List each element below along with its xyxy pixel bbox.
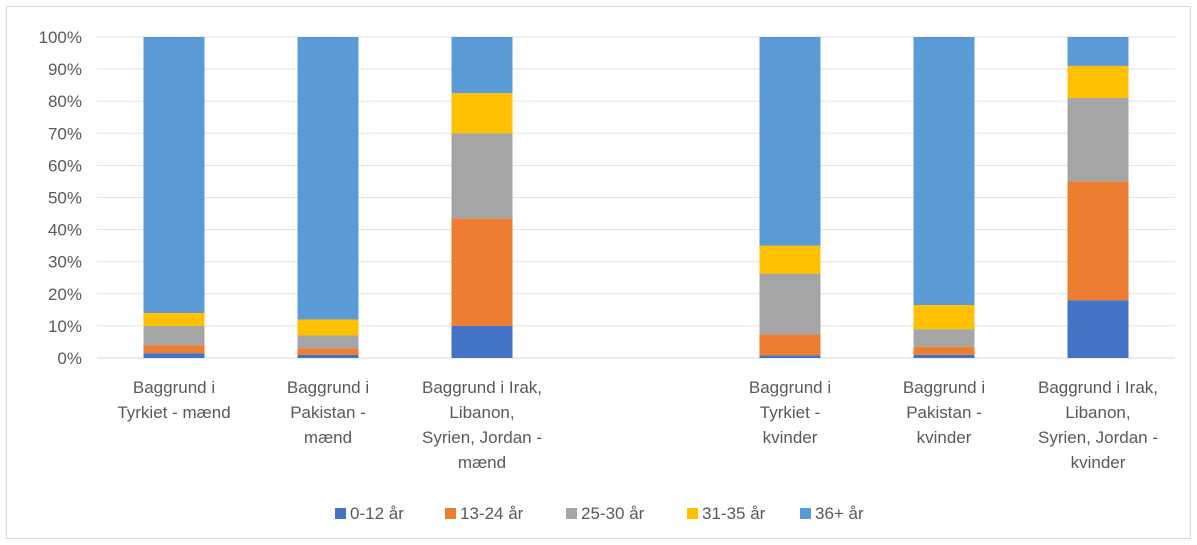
bar-segment-0-12-r xyxy=(143,353,205,358)
y-tick-label: 80% xyxy=(48,92,82,111)
legend-swatch xyxy=(566,508,577,519)
x-category-label: Baggrund i Irak, xyxy=(1038,378,1158,397)
legend-label: 13-24 år xyxy=(460,504,524,523)
y-tick-label: 70% xyxy=(48,124,82,143)
bar-segment-31-35-r xyxy=(297,319,359,336)
bar-segment-13-24-r xyxy=(1067,181,1129,301)
x-category-label: Libanon, xyxy=(1065,403,1130,422)
bar-segment-25-30-r xyxy=(1067,97,1129,182)
y-tick-label: 10% xyxy=(48,317,82,336)
bar-segment-31-35-r xyxy=(759,245,821,274)
bar-segment-13-24-r xyxy=(451,218,513,326)
y-tick-label: 30% xyxy=(48,253,82,272)
x-category-label: Syrien, Jordan - xyxy=(422,428,542,447)
gridlines xyxy=(97,36,1175,359)
legend-label: 25-30 år xyxy=(581,504,645,523)
legend-label: 31-35 år xyxy=(702,504,766,523)
bar-segment-25-30-r xyxy=(297,335,359,349)
x-category-label: Tyrkiet - xyxy=(760,403,820,422)
bar-segment-0-12-r xyxy=(451,325,513,358)
x-category-label: kvinder xyxy=(1071,453,1126,472)
bar-segment-31-35-r xyxy=(451,93,513,134)
x-category-label: Pakistan - xyxy=(290,403,366,422)
legend-label: 36+ år xyxy=(815,504,864,523)
y-tick-label: 0% xyxy=(57,349,82,368)
bar-segment-36-r xyxy=(451,37,513,94)
bar-segment-36-r xyxy=(759,37,821,246)
bar-segment-25-30-r xyxy=(913,329,975,347)
y-tick-label: 100% xyxy=(39,28,82,47)
bars xyxy=(143,37,1129,358)
bar-segment-36-r xyxy=(913,37,975,306)
x-category-label: Pakistan - xyxy=(906,403,982,422)
bar-segment-31-35-r xyxy=(913,305,975,330)
bar-segment-13-24-r xyxy=(143,345,205,354)
x-category-label: mænd xyxy=(458,453,506,472)
x-category-label: Syrien, Jordan - xyxy=(1038,428,1158,447)
y-tick-label: 20% xyxy=(48,285,82,304)
bar-segment-25-30-r xyxy=(143,325,205,346)
legend-swatch xyxy=(687,508,698,519)
x-axis: Baggrund i Tyrkiet - mænd Baggrund i Pakist… xyxy=(117,378,1158,472)
bar-segment-31-35-r xyxy=(143,313,205,326)
x-category-label: Baggrund i xyxy=(749,378,831,397)
bar-segment-0-12-r xyxy=(759,355,821,358)
bar-segment-0-12-r xyxy=(1067,300,1129,358)
bar-segment-13-24-r xyxy=(913,346,975,355)
bar-segment-0-12-r xyxy=(297,354,359,358)
bar-segment-25-30-r xyxy=(451,133,513,219)
x-category-label: Tyrkiet - mænd xyxy=(117,403,230,422)
bar-segment-36-r xyxy=(143,37,205,314)
y-tick-label: 50% xyxy=(48,189,82,208)
bar-segment-31-35-r xyxy=(1067,65,1129,98)
x-category-label: Baggrund i Irak, xyxy=(422,378,542,397)
bar-segment-36-r xyxy=(297,37,359,320)
x-category-label: Baggrund i xyxy=(133,378,215,397)
bar-segment-13-24-r xyxy=(759,334,821,356)
x-category-label: Baggrund i xyxy=(903,378,985,397)
x-category-label: mænd xyxy=(304,428,352,447)
y-tick-label: 60% xyxy=(48,156,82,175)
y-tick-label: 90% xyxy=(48,60,82,79)
bar-segment-25-30-r xyxy=(759,273,821,335)
bar-segment-36-r xyxy=(1067,37,1129,66)
x-category-label: kvinder xyxy=(917,428,972,447)
legend-label: 0-12 år xyxy=(350,504,404,523)
legend-swatch xyxy=(445,508,456,519)
y-axis: 0% 10% 20% 30% 40% 50% 60% 70% 80% 90% 100% xyxy=(39,28,82,368)
bar-segment-0-12-r xyxy=(913,354,975,358)
bar-segment-13-24-r xyxy=(297,348,359,355)
x-category-label: Baggrund i xyxy=(287,378,369,397)
legend: 0-12 år 13-24 år 25-30 år 31-35 år 36+ år xyxy=(335,504,864,523)
x-category-label: kvinder xyxy=(763,428,818,447)
y-tick-label: 40% xyxy=(48,221,82,240)
legend-swatch xyxy=(800,508,811,519)
x-category-label: Libanon, xyxy=(449,403,514,422)
legend-swatch xyxy=(335,508,346,519)
